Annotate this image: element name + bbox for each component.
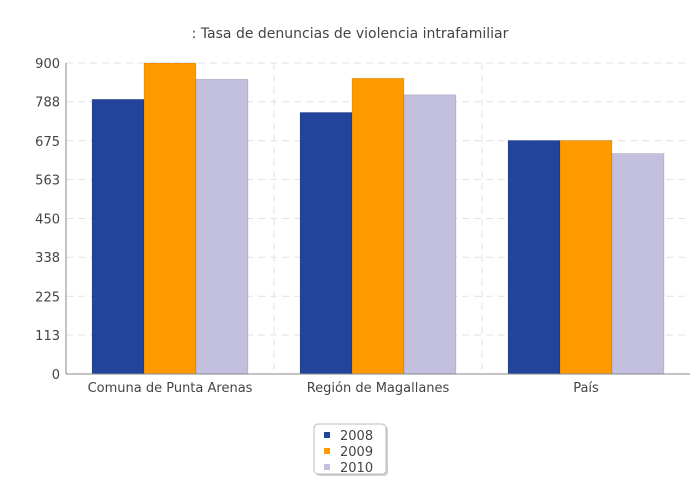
y-tick-label: 338: [35, 251, 60, 266]
legend-label-2010: 2010: [340, 461, 373, 476]
legend-swatch-2010: [324, 464, 330, 470]
y-tick-label: 0: [52, 368, 60, 383]
bar-2008-0: [91, 98, 145, 375]
bars: [91, 62, 665, 375]
legend-swatch-2009: [324, 448, 330, 454]
y-tick-label: 225: [35, 290, 60, 305]
y-tick-label: 563: [35, 173, 60, 188]
y-tick-label: 900: [35, 57, 60, 72]
legend-label-2008: 2008: [340, 429, 373, 444]
x-tick-label: Región de Magallanes: [307, 381, 450, 396]
bar-2009-1: [351, 77, 405, 375]
bar-2010-0: [195, 78, 249, 375]
y-tick-label: 450: [35, 213, 60, 228]
chart-title: : Tasa de denuncias de violencia intrafa…: [192, 26, 509, 42]
axes: 0 113 225 338 450 563 675 788 900 Comuna de Punta…: [35, 57, 690, 396]
bar-2009-2: [559, 140, 613, 375]
bar-2010-2: [611, 153, 665, 375]
legend-swatch-2008: [324, 432, 330, 438]
y-tick-label: 675: [35, 135, 60, 150]
legend-box: [313, 423, 387, 475]
bar-2008-1: [299, 112, 353, 375]
bar-2009-0: [143, 62, 197, 375]
y-tick-label: 788: [35, 96, 60, 111]
x-tick-label: País: [573, 381, 599, 396]
y-tick-label: 113: [35, 329, 60, 344]
x-tick-label: Comuna de Punta Arenas: [88, 381, 253, 396]
bar-2008-2: [507, 140, 561, 375]
bar-2010-1: [403, 94, 457, 375]
legend-label-2009: 2009: [340, 445, 373, 460]
